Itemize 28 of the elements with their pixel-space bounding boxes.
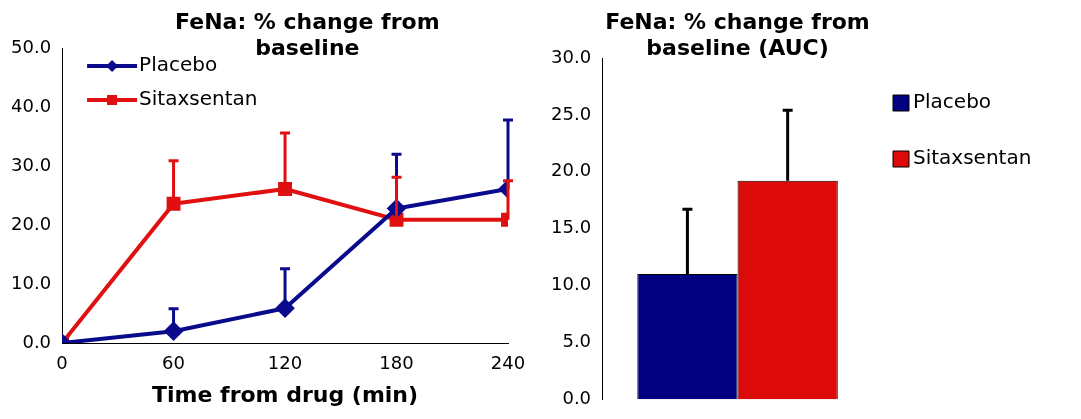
x-tick-label: 0 — [56, 352, 68, 374]
x-tick-label: 120 — [267, 352, 303, 374]
chart-title: FeNa: % change from baseline (AUC) — [605, 8, 870, 60]
y-tick-label: 25.0 — [551, 102, 592, 124]
legend-label: Sitaxsentan — [139, 86, 258, 111]
x-tick-label: 180 — [379, 352, 414, 374]
y-tick-label: 5.0 — [562, 330, 592, 352]
y-tick-label: 10.0 — [11, 271, 52, 293]
y-tick-label: 0.0 — [22, 330, 52, 352]
y-tick-label: 30.0 — [551, 45, 592, 67]
point — [278, 182, 292, 196]
point — [276, 299, 295, 318]
x-axis-title: Time from drug (min) — [152, 381, 419, 407]
y-tick-label: 50.0 — [11, 35, 52, 57]
x-tick-label: 60 — [162, 352, 186, 374]
y-tick-label: 20.0 — [551, 159, 592, 181]
legend-label: Placebo — [139, 52, 218, 77]
y-tick-label: 40.0 — [11, 94, 52, 116]
x-tick-label: 240 — [490, 352, 526, 374]
y-tick-label: 15.0 — [551, 216, 592, 238]
legend-label: Sitaxsentan — [913, 145, 1032, 170]
point — [164, 322, 183, 341]
point — [166, 196, 181, 211]
y-tick-label: 10.0 — [551, 273, 592, 295]
y-tick-label: 20.0 — [11, 212, 52, 234]
y-tick-label: 0.0 — [562, 386, 592, 408]
legend-label: Placebo — [913, 89, 992, 114]
y-tick-label: 30.0 — [11, 153, 52, 175]
